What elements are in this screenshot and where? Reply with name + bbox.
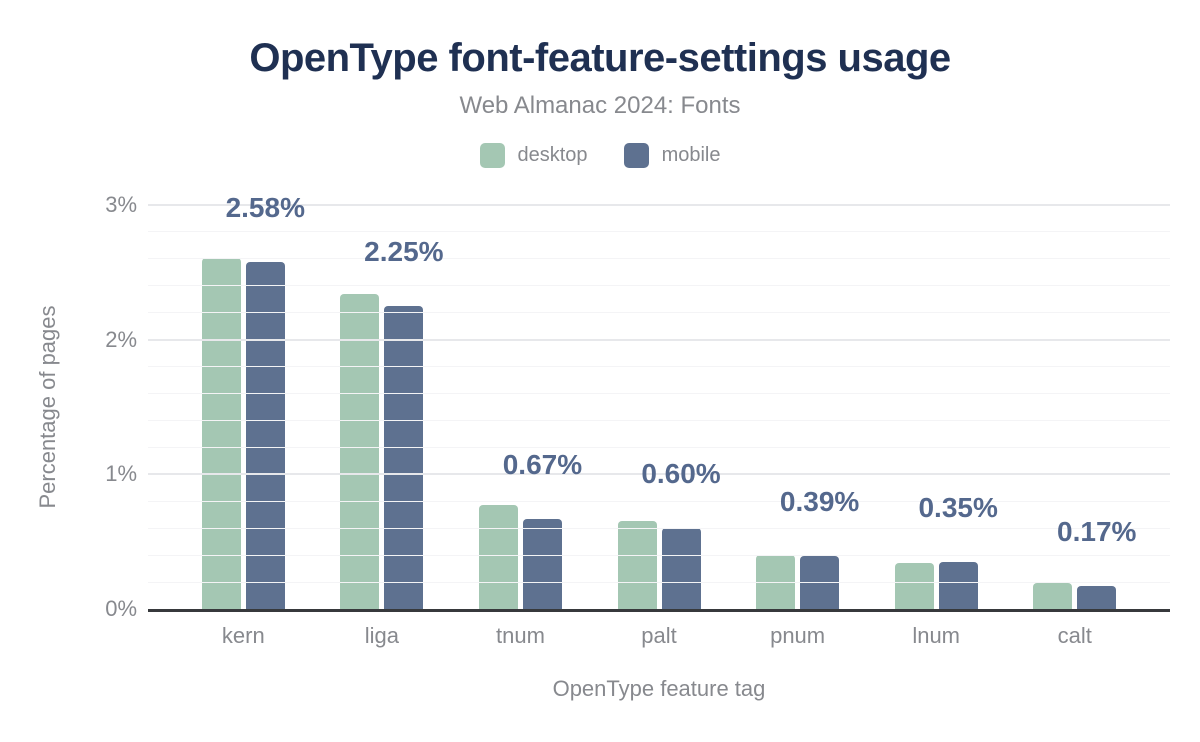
gridline-minor-1.8 [148, 366, 1170, 368]
bar-groups: 2.58% kern 2.25% liga 0.67% tnum 0.60% palt 0.39… [148, 192, 1170, 648]
gridline-minor-0.6 [148, 527, 1170, 529]
y-tick-label-0%: 0% [105, 596, 137, 621]
legend-item-mobile: mobile [623, 143, 721, 168]
plot-area: 2.58% kern 2.25% liga 0.67% tnum 0.60% palt 0.39… [105, 192, 1170, 648]
bar-mobile-palt[interactable] [661, 528, 701, 609]
gridline-minor-0.2 [148, 581, 1170, 583]
bar-desktop-calt[interactable] [1033, 583, 1073, 609]
bar-group-kern: 2.58% kern [174, 192, 313, 648]
bar-group-tnum: 0.67% tnum [451, 205, 590, 648]
x-axis-title: OpenType feature tag [552, 676, 766, 701]
bar-group-calt: 0.17% calt [1005, 205, 1144, 648]
category-label-palt: palt [641, 623, 677, 648]
bar-mobile-calt[interactable] [1077, 586, 1117, 609]
chart-title: OpenType font-feature-settings usage [249, 36, 951, 80]
y-tick-label-1%: 1% [105, 461, 137, 487]
bar-group-pnum: 0.39% pnum [728, 205, 867, 648]
bar-mobile-lnum[interactable] [938, 561, 978, 609]
bar-desktop-lnum[interactable] [894, 563, 934, 609]
bar-mobile-pnum[interactable] [800, 556, 840, 609]
value-label-palt: 0.60% [641, 458, 721, 490]
y-tick-label-2%: 2% [105, 326, 137, 352]
value-label-pnum: 0.39% [779, 486, 860, 518]
gridline-minor-0.8 [148, 500, 1170, 502]
bar-mobile-liga[interactable] [384, 306, 424, 609]
value-label-tnum: 0.67% [502, 448, 583, 480]
legend: desktop mobile [0, 143, 1200, 168]
legend-swatch-desktop [479, 143, 505, 168]
category-label-lnum: lnum [912, 623, 961, 648]
bar-desktop-kern[interactable] [201, 257, 241, 609]
bar-desktop-tnum[interactable] [478, 505, 518, 609]
gridline-minor-2.4 [148, 285, 1170, 287]
category-label-kern: kern [221, 623, 265, 648]
value-label-liga: 2.25% [364, 236, 444, 267]
category-label-tnum: tnum [495, 623, 545, 648]
y-axis-title: Percentage of pages [35, 305, 60, 509]
gridline-major-1 [148, 473, 1170, 476]
gridline-minor-1.2 [148, 446, 1170, 448]
bar-group-lnum: 0.35% lnum [867, 205, 1006, 648]
bar-group-liga: 2.25% liga [313, 205, 452, 648]
legend-item-desktop: desktop [479, 143, 588, 168]
gridline-minor-2.6 [148, 258, 1170, 260]
chart-subtitle: Web Almanac 2024: Fonts [459, 92, 741, 119]
bar-mobile-kern[interactable] [245, 261, 285, 609]
value-label-kern: 2.58% [225, 191, 305, 223]
gridline-major-2 [148, 338, 1170, 341]
legend-label-desktop: desktop [517, 144, 588, 166]
gridline-minor-0.4 [148, 554, 1170, 556]
bar-mobile-tnum[interactable] [522, 518, 562, 609]
y-tick-label-3%: 3% [105, 192, 137, 217]
gridline-minor-2.8 [148, 231, 1170, 233]
legend-swatch-mobile [623, 143, 649, 168]
gridline-minor-1.4 [148, 419, 1170, 421]
category-label-pnum: pnum [770, 623, 826, 648]
gridline-major-3 [148, 204, 1170, 206]
gridline-minor-2.2 [148, 312, 1170, 314]
bar-desktop-palt[interactable] [617, 521, 657, 609]
bar-desktop-liga[interactable] [340, 293, 380, 609]
bar-group-palt: 0.60% palt [590, 205, 729, 648]
x-axis-line [148, 609, 1170, 612]
category-label-calt: calt [1057, 623, 1092, 648]
gridline-minor-1.6 [148, 393, 1170, 395]
value-label-lnum: 0.35% [918, 491, 998, 523]
legend-label-mobile: mobile [661, 144, 721, 166]
value-label-calt: 0.17% [1057, 516, 1137, 548]
category-label-liga: liga [364, 623, 399, 648]
